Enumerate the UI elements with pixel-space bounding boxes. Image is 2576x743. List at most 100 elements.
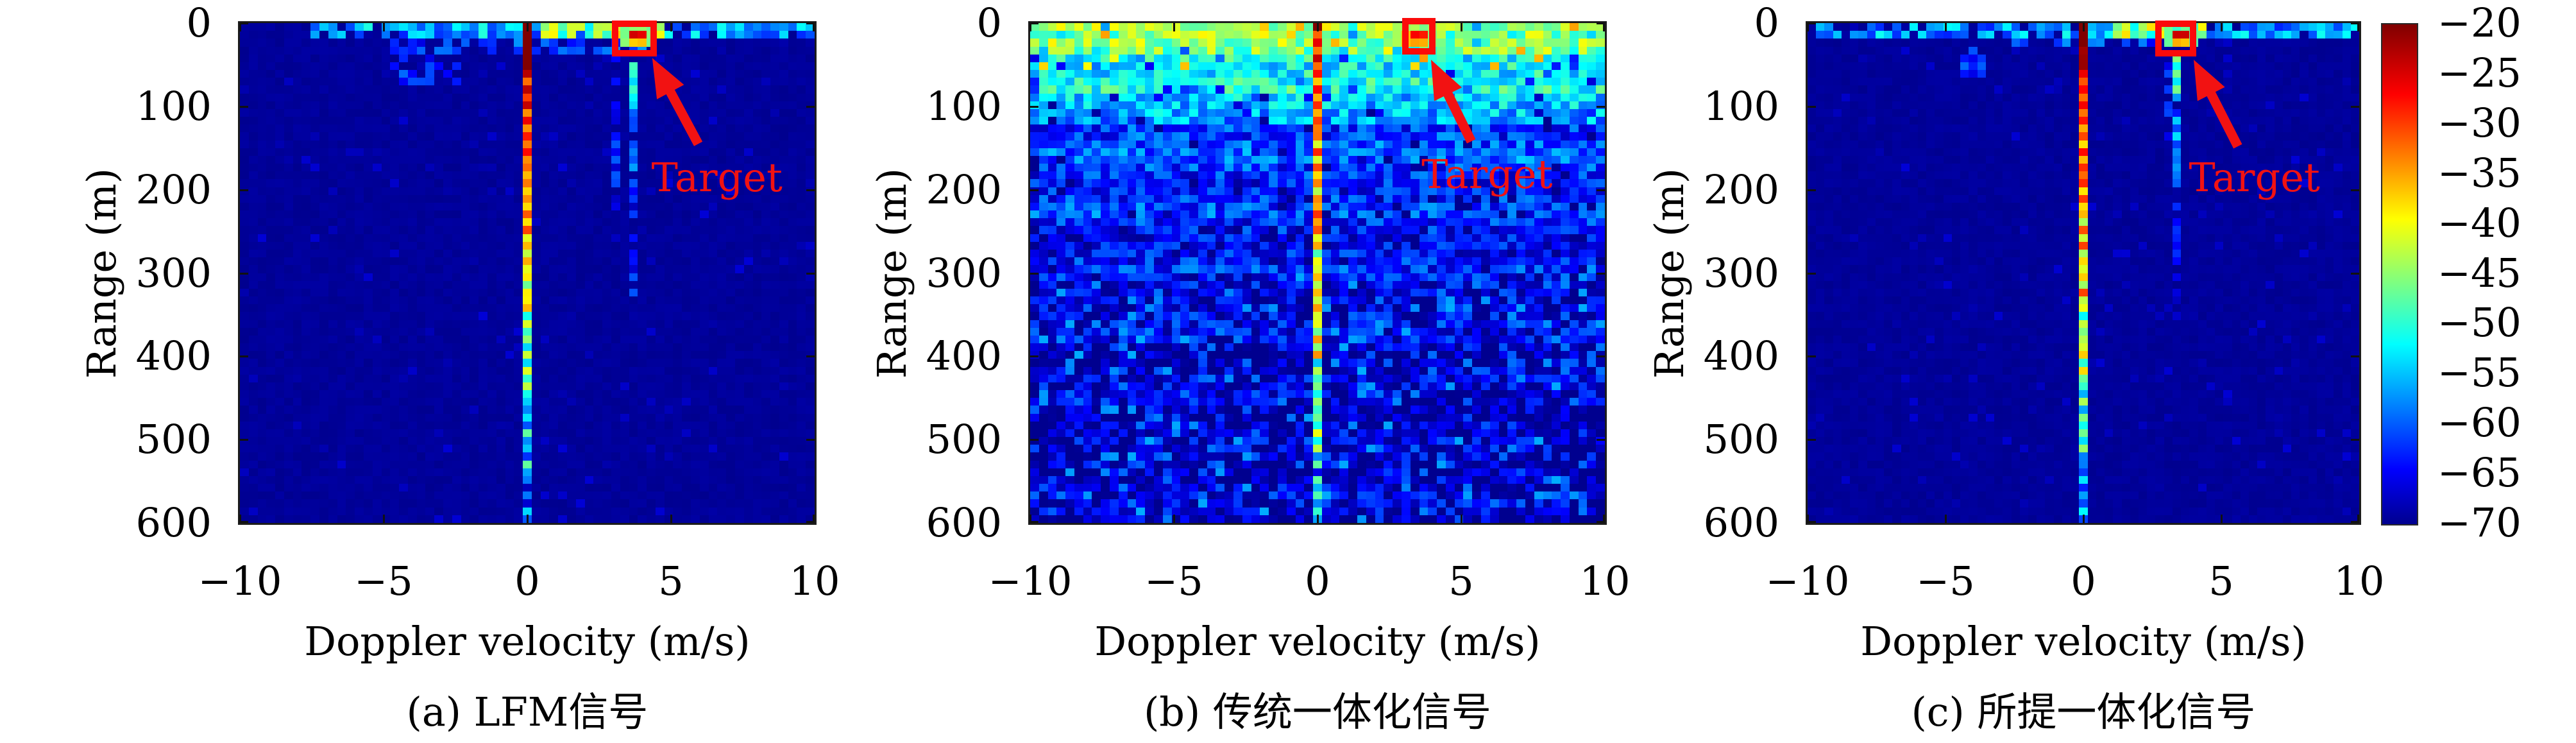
y-tick-label: 400 [135, 332, 212, 380]
tick-mark [240, 272, 248, 275]
y-tick-label: 200 [135, 166, 212, 213]
tick-mark [1030, 355, 1038, 358]
x-tick-label: −10 [198, 558, 282, 604]
target-label: Target [1421, 151, 1553, 198]
y-tick-label: 400 [926, 332, 1002, 380]
tick-mark [670, 515, 672, 523]
tick-mark [383, 23, 385, 31]
x-tick-label: −5 [1916, 558, 1975, 604]
tick-mark [2083, 23, 2085, 31]
tick-mark [1597, 272, 1605, 275]
tick-mark [2351, 355, 2359, 358]
tick-mark [1808, 22, 1816, 24]
tick-mark [1030, 521, 1038, 523]
tick-mark [1597, 521, 1605, 523]
tick-mark [1807, 23, 1809, 31]
tick-mark [1808, 272, 1816, 275]
tick-mark [2083, 515, 2085, 523]
tick-mark [1030, 272, 1038, 275]
x-axis-label: Doppler velocity (m/s) [304, 618, 750, 665]
x-tick-label: 10 [1579, 558, 1631, 604]
tick-mark [813, 515, 815, 523]
y-tick-label: 600 [1703, 499, 1779, 546]
tick-mark [1030, 189, 1038, 191]
target-arrow-icon [652, 58, 703, 146]
tick-mark [806, 355, 815, 358]
tick-mark [1945, 23, 1947, 31]
tick-mark [2357, 515, 2359, 523]
y-tick-label: 500 [135, 416, 212, 463]
x-tick-label: −10 [988, 558, 1072, 604]
y-tick-label: 0 [1754, 0, 1779, 46]
panel-caption-c: (c) 所提一体化信号 [1911, 688, 2256, 735]
tick-mark [240, 189, 248, 191]
tick-mark [1808, 189, 1816, 191]
y-tick-label: 600 [135, 499, 212, 546]
y-axis-label: Range (m) [78, 167, 125, 379]
x-tick-label: −5 [1144, 558, 1203, 604]
tick-mark [527, 23, 529, 31]
y-tick-label: 500 [926, 416, 1002, 463]
y-tick-label: 0 [186, 0, 212, 46]
tick-mark [1808, 439, 1816, 441]
y-tick-label: 300 [926, 249, 1002, 296]
panel-caption-b: (b) 传统一体化信号 [1144, 688, 1491, 735]
tick-mark [2357, 23, 2359, 31]
tick-mark [1945, 515, 1947, 523]
colorbar-tick-label: −25 [2437, 49, 2521, 96]
tick-mark [806, 272, 815, 275]
target-arrow-icon [2194, 60, 2242, 149]
colorbar-tick-label: −70 [2437, 499, 2521, 546]
y-tick-label: 300 [135, 249, 212, 296]
tick-mark [1030, 22, 1038, 24]
target-arrow-icon [1430, 60, 1476, 144]
target-box [1402, 18, 1436, 55]
tick-mark [240, 105, 248, 108]
tick-mark [806, 22, 815, 24]
colorbar-tick-label: −50 [2437, 299, 2521, 346]
tick-mark [1597, 439, 1605, 441]
y-tick-label: 200 [1703, 166, 1779, 213]
y-tick-label: 500 [1703, 416, 1779, 463]
x-tick-label: 0 [2071, 558, 2096, 604]
tick-mark [1030, 23, 1031, 31]
tick-mark [1597, 189, 1605, 191]
tick-mark [1317, 23, 1319, 31]
x-axis-label: Doppler velocity (m/s) [1860, 618, 2307, 665]
tick-mark [806, 439, 815, 441]
tick-mark [1030, 105, 1038, 108]
tick-mark [527, 515, 529, 523]
tick-mark [1807, 515, 1809, 523]
x-tick-label: 5 [1448, 558, 1474, 604]
y-tick-label: 100 [135, 82, 212, 130]
tick-mark [1173, 23, 1175, 31]
tick-mark [1173, 515, 1175, 523]
colorbar-tick-label: −40 [2437, 199, 2521, 246]
tick-mark [2351, 22, 2359, 24]
heatmap-canvas [1808, 23, 2359, 523]
tick-mark [2351, 521, 2359, 523]
x-tick-label: 0 [514, 558, 540, 604]
tick-mark [1597, 355, 1605, 358]
heatmap-canvas [1030, 23, 1605, 523]
tick-mark [1597, 22, 1605, 24]
y-tick-label: 100 [1703, 82, 1779, 130]
tick-mark [1808, 355, 1816, 358]
target-label: Target [2189, 154, 2320, 201]
colorbar-gradient [2381, 23, 2418, 525]
y-tick-label: 300 [1703, 249, 1779, 296]
range-doppler-plot-b: Target [1028, 18, 1607, 525]
colorbar-tick-label: −65 [2437, 449, 2521, 497]
x-tick-label: 5 [658, 558, 684, 604]
tick-mark [1461, 515, 1462, 523]
tick-mark [1597, 105, 1605, 108]
tick-mark [240, 355, 248, 358]
tick-mark [1603, 515, 1605, 523]
tick-mark [1808, 521, 1816, 523]
colorbar-tick-label: −30 [2437, 99, 2521, 146]
tick-mark [806, 105, 815, 108]
colorbar-tick-label: −45 [2437, 249, 2521, 296]
